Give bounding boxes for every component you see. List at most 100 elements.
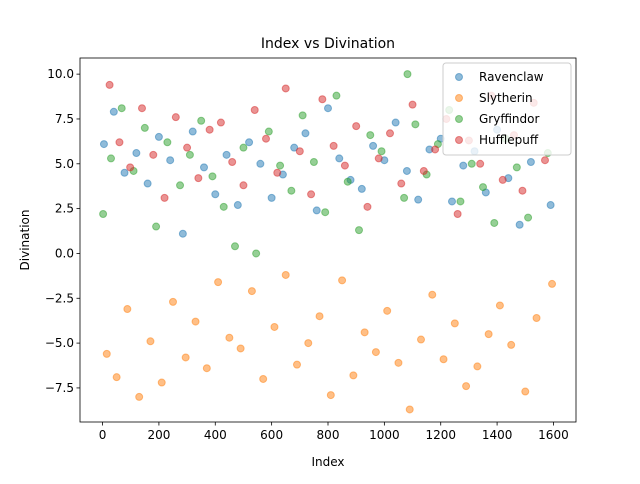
point bbox=[431, 145, 440, 154]
point bbox=[276, 161, 285, 170]
point bbox=[526, 158, 535, 166]
y-tick-label: 0.0 bbox=[55, 246, 74, 260]
point bbox=[202, 364, 211, 373]
point bbox=[357, 184, 366, 193]
point bbox=[228, 158, 237, 166]
point bbox=[479, 183, 487, 192]
point bbox=[518, 186, 527, 195]
point bbox=[307, 190, 316, 199]
x-tick-label: 800 bbox=[317, 428, 340, 442]
point bbox=[157, 378, 166, 387]
point bbox=[324, 104, 332, 113]
legend-marker bbox=[455, 73, 463, 81]
point bbox=[301, 129, 310, 138]
legend-label: Gryffindor bbox=[479, 112, 540, 126]
point bbox=[332, 91, 341, 100]
point bbox=[512, 163, 521, 172]
point bbox=[383, 306, 392, 315]
point bbox=[208, 172, 217, 181]
point bbox=[256, 159, 265, 168]
point bbox=[363, 202, 372, 211]
point bbox=[216, 118, 225, 127]
y-tick-label: 7.5 bbox=[55, 112, 74, 126]
point bbox=[171, 113, 180, 122]
point bbox=[335, 154, 344, 163]
point bbox=[200, 163, 208, 172]
point bbox=[222, 150, 231, 159]
point bbox=[236, 344, 245, 353]
x-tick-label: 0 bbox=[99, 428, 107, 442]
legend-marker bbox=[455, 94, 463, 102]
y-tick-label: −5.0 bbox=[45, 336, 74, 350]
point bbox=[329, 141, 338, 150]
point bbox=[459, 161, 468, 170]
point bbox=[233, 201, 242, 210]
point bbox=[456, 197, 465, 206]
point bbox=[484, 330, 493, 339]
point bbox=[115, 138, 124, 147]
y-tick-label: −7.5 bbox=[45, 381, 74, 395]
point bbox=[281, 270, 290, 279]
point bbox=[403, 70, 412, 79]
point bbox=[419, 166, 428, 175]
point bbox=[176, 181, 185, 190]
point bbox=[107, 154, 115, 163]
point bbox=[120, 168, 129, 177]
x-tick-label: 1400 bbox=[482, 428, 513, 442]
point bbox=[191, 317, 200, 326]
point bbox=[394, 358, 403, 367]
point bbox=[293, 360, 301, 369]
point bbox=[541, 156, 549, 165]
point bbox=[417, 335, 425, 344]
point bbox=[105, 80, 114, 89]
point bbox=[360, 328, 369, 337]
point bbox=[338, 276, 347, 285]
point bbox=[349, 371, 358, 380]
point bbox=[250, 106, 259, 114]
point bbox=[298, 111, 307, 120]
legend-marker bbox=[455, 136, 463, 144]
x-tick-label: 1600 bbox=[538, 428, 569, 442]
point bbox=[524, 213, 533, 222]
point bbox=[462, 382, 471, 391]
point bbox=[154, 132, 163, 141]
legend-label: Slytherin bbox=[479, 91, 533, 105]
point bbox=[181, 353, 190, 362]
point bbox=[247, 287, 256, 296]
point bbox=[239, 143, 248, 152]
point bbox=[194, 174, 203, 183]
point bbox=[473, 362, 482, 371]
point bbox=[197, 116, 206, 125]
y-tick-label: 10.0 bbox=[47, 67, 74, 81]
legend-label: Hufflepuff bbox=[479, 133, 539, 147]
y-axis-label: Divination bbox=[18, 210, 32, 271]
x-tick-label: 1200 bbox=[425, 428, 456, 442]
point bbox=[231, 242, 239, 251]
point bbox=[188, 127, 197, 136]
point bbox=[99, 140, 108, 149]
point bbox=[225, 333, 234, 342]
point bbox=[281, 84, 290, 93]
point bbox=[377, 147, 386, 156]
point bbox=[214, 278, 223, 287]
point bbox=[205, 125, 214, 134]
point bbox=[411, 120, 420, 129]
x-axis-label: Index bbox=[311, 455, 344, 469]
point bbox=[318, 95, 327, 104]
point bbox=[102, 349, 111, 358]
point bbox=[126, 163, 135, 172]
point bbox=[532, 314, 541, 322]
point bbox=[211, 190, 220, 199]
point bbox=[123, 305, 132, 314]
point bbox=[152, 222, 161, 231]
point bbox=[369, 141, 378, 150]
x-tick-label: 1000 bbox=[369, 428, 400, 442]
axes-frame bbox=[79, 57, 577, 423]
point bbox=[185, 150, 194, 159]
point bbox=[402, 166, 411, 175]
point bbox=[163, 138, 172, 147]
point bbox=[490, 218, 499, 227]
point bbox=[143, 179, 152, 188]
point bbox=[117, 104, 126, 113]
